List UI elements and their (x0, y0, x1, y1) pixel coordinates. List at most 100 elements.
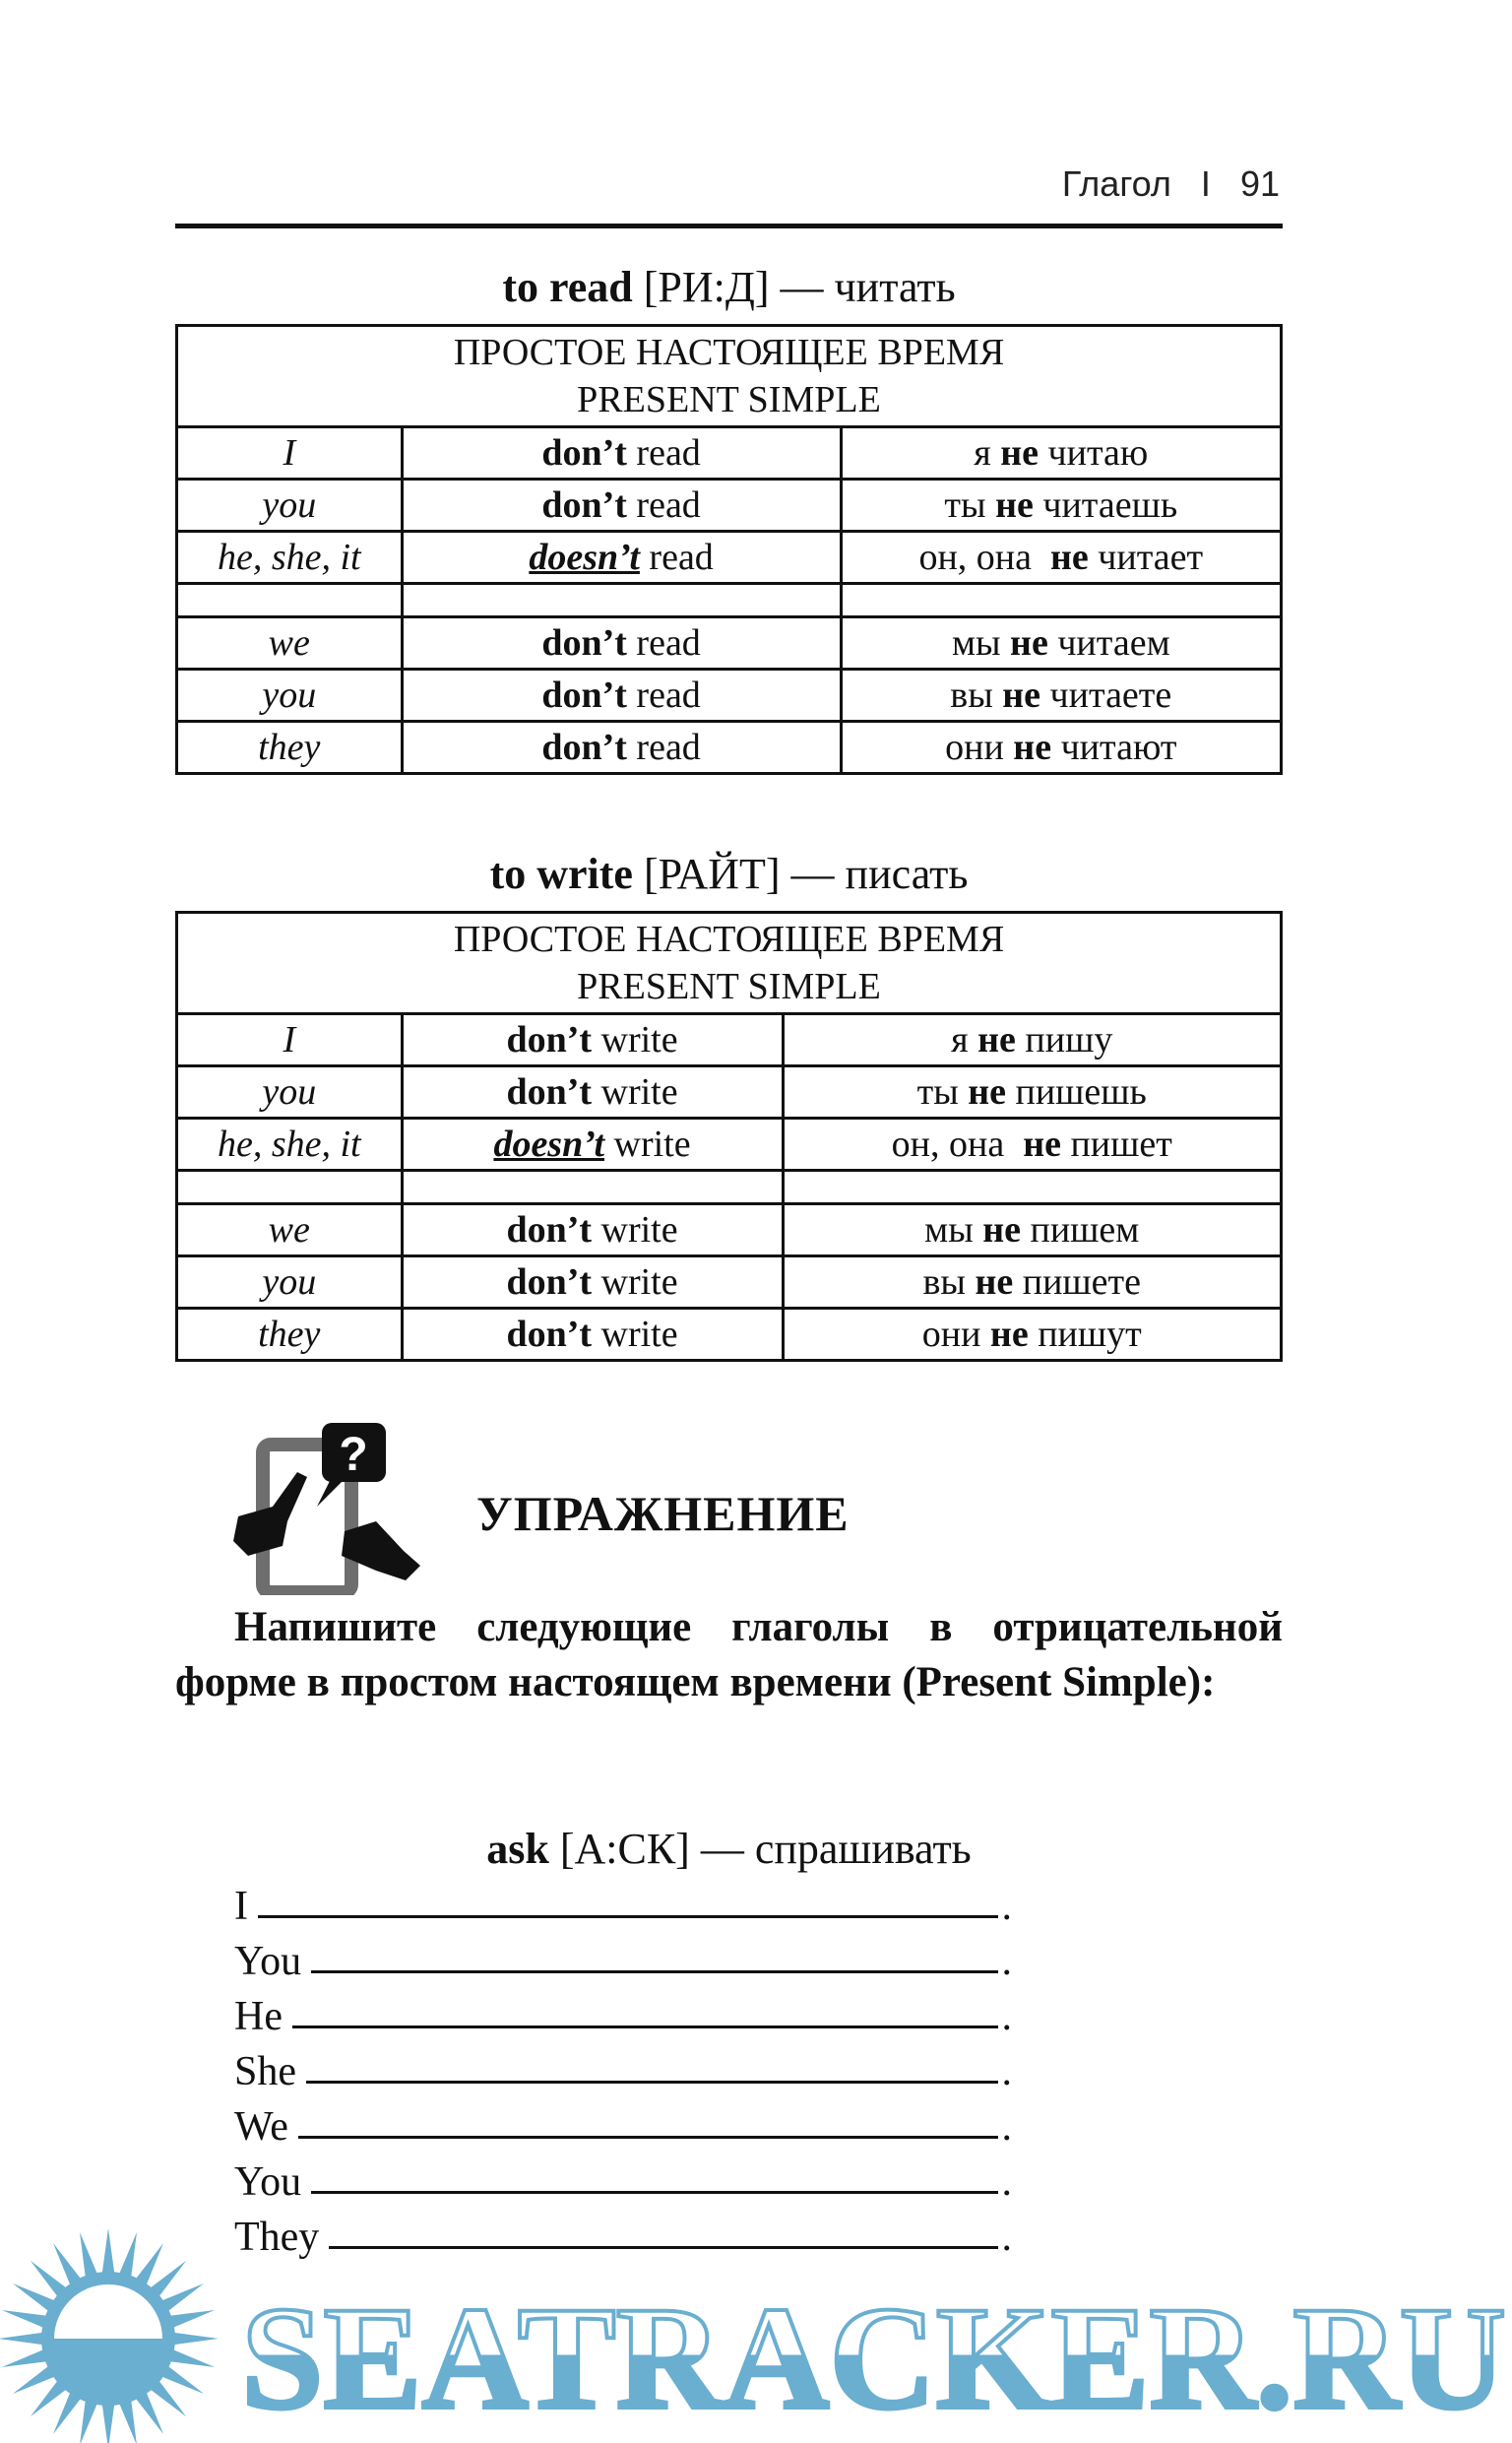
table-row: they don’t write они не пишут (175, 1307, 1283, 1362)
table-row: we don’t read мы не читаем (175, 615, 1284, 671)
phone-question-hands-icon: ? (233, 1423, 420, 1595)
english-cell: don’t read (400, 615, 843, 671)
blank-line[interactable] (297, 2136, 998, 2139)
table-row: he, she, it doesn’t read он, она не чита… (175, 530, 1284, 585)
ru-verb: читают (1060, 727, 1177, 768)
negation: doesn’t (529, 537, 640, 578)
fill-in-blank-row: You. (234, 2151, 1012, 2206)
ru-verb: пишет (1070, 1124, 1172, 1165)
verb: read (636, 622, 701, 664)
verb-title-ask: ask [А:СК] — спрашивать (175, 1824, 1283, 1874)
russian-cell: они не читают (839, 720, 1284, 775)
verb: read (649, 537, 714, 578)
english-cell: don’t write (400, 1202, 785, 1257)
ru-pronoun: я (974, 432, 991, 474)
blank-line[interactable] (311, 2191, 998, 2194)
ru-pronoun: ты (944, 484, 986, 526)
ru-pronoun: ты (916, 1071, 959, 1113)
ru-pronoun: вы (950, 675, 993, 716)
fill-in-blank-row: She. (234, 2040, 1012, 2095)
sun-ray (162, 2310, 216, 2331)
running-head: Глагол I 91 (1062, 163, 1280, 205)
verb: read (636, 727, 701, 768)
blank-line[interactable] (329, 2246, 998, 2249)
negation: don’t (541, 675, 627, 716)
verb-ru: спрашивать (754, 1825, 972, 1873)
sun-ray (80, 2393, 100, 2443)
header-en: PRESENT SIMPLE (577, 966, 881, 1007)
blank-pronoun: We (234, 2104, 288, 2150)
ru-negation: не (1013, 727, 1052, 768)
ru-pronoun: мы (924, 1209, 974, 1251)
ru-verb: читаем (1057, 622, 1170, 664)
pronoun-cell: they (175, 1307, 404, 1362)
sun-ray (116, 2393, 137, 2443)
verb: read (636, 432, 701, 474)
exercise-title: УПРАЖНЕНИЕ (476, 1486, 850, 1541)
english-cell: don’t write (400, 1012, 785, 1067)
sun-ray (13, 2361, 62, 2394)
russian-cell: ты не читаешь (839, 478, 1284, 533)
fill-in-blank-row: You. (234, 1930, 1012, 1985)
russian-cell: он, она не читает (839, 530, 1284, 585)
ru-verb: пишете (1022, 1261, 1142, 1303)
russian-cell: я не читаю (839, 425, 1284, 481)
pronoun-cell: I (175, 425, 404, 481)
svg-text:?: ? (339, 1429, 367, 1481)
negation: don’t (541, 432, 627, 474)
blank-pronoun: You (234, 1939, 302, 1984)
table-row: they don’t read они не читают (175, 720, 1284, 775)
sun-ray (0, 2331, 50, 2347)
header-rule (175, 224, 1283, 228)
russian-cell: он, она не пишет (781, 1117, 1283, 1172)
sun-ray (100, 2397, 116, 2443)
ru-verb: пишешь (1015, 1071, 1147, 1113)
russian-cell: они не пишут (781, 1307, 1283, 1362)
negation: don’t (506, 1071, 593, 1113)
verb-en: ask (486, 1825, 549, 1873)
blank-line[interactable] (311, 1970, 998, 1973)
verb-en: to write (489, 850, 633, 898)
transcription: [А:СК] (559, 1825, 690, 1873)
pronoun-cell: he, she, it (175, 530, 404, 585)
english-cell: don’t read (400, 478, 843, 533)
dash: — (790, 850, 835, 898)
ru-negation: не (975, 1261, 1014, 1303)
english-cell: doesn’t read (400, 530, 843, 585)
russian-cell: вы не пишете (781, 1254, 1283, 1310)
ru-negation: не (982, 1209, 1021, 1251)
negation: doesn’t (493, 1124, 605, 1165)
blank-line[interactable] (306, 2081, 998, 2084)
sun-ray (13, 2283, 62, 2316)
ru-negation: не (1000, 432, 1040, 474)
negation: don’t (506, 1261, 593, 1303)
blank-end: . (1001, 1939, 1013, 1984)
dash: — (780, 263, 824, 311)
ru-verb: читаете (1049, 675, 1172, 716)
table-row: you don’t read ты не читаешь (175, 478, 1284, 533)
blank-pronoun: They (234, 2215, 320, 2260)
blank-end: . (1001, 1884, 1013, 1929)
sun-ray (131, 2243, 163, 2292)
verb-ru: читать (834, 263, 956, 311)
fill-in-blank-row: He. (234, 1985, 1012, 2040)
sun-ray (100, 2228, 116, 2281)
verb: write (600, 1019, 678, 1061)
ru-pronoun: они (945, 727, 1004, 768)
ru-pronoun: он, она (891, 1124, 1005, 1165)
header-separator: I (1200, 163, 1211, 204)
spacer-row (175, 582, 1284, 618)
ru-negation: не (989, 1314, 1029, 1355)
section-name: Глагол (1061, 163, 1171, 204)
ru-negation: не (1023, 1124, 1061, 1165)
blank-end: . (1001, 2049, 1013, 2094)
blank-line[interactable] (291, 2025, 998, 2028)
sun-ray (1, 2347, 54, 2367)
ru-pronoun: он, она (918, 537, 1032, 578)
ru-negation: не (1050, 537, 1089, 578)
blank-end: . (1001, 2104, 1013, 2150)
header-ru: ПРОСТОЕ НАСТОЯЩЕЕ ВРЕМЯ (453, 332, 1005, 373)
pronoun-cell: you (175, 1254, 404, 1310)
blank-line[interactable] (258, 1915, 998, 1918)
fill-in-blank-row: We. (234, 2095, 1012, 2151)
